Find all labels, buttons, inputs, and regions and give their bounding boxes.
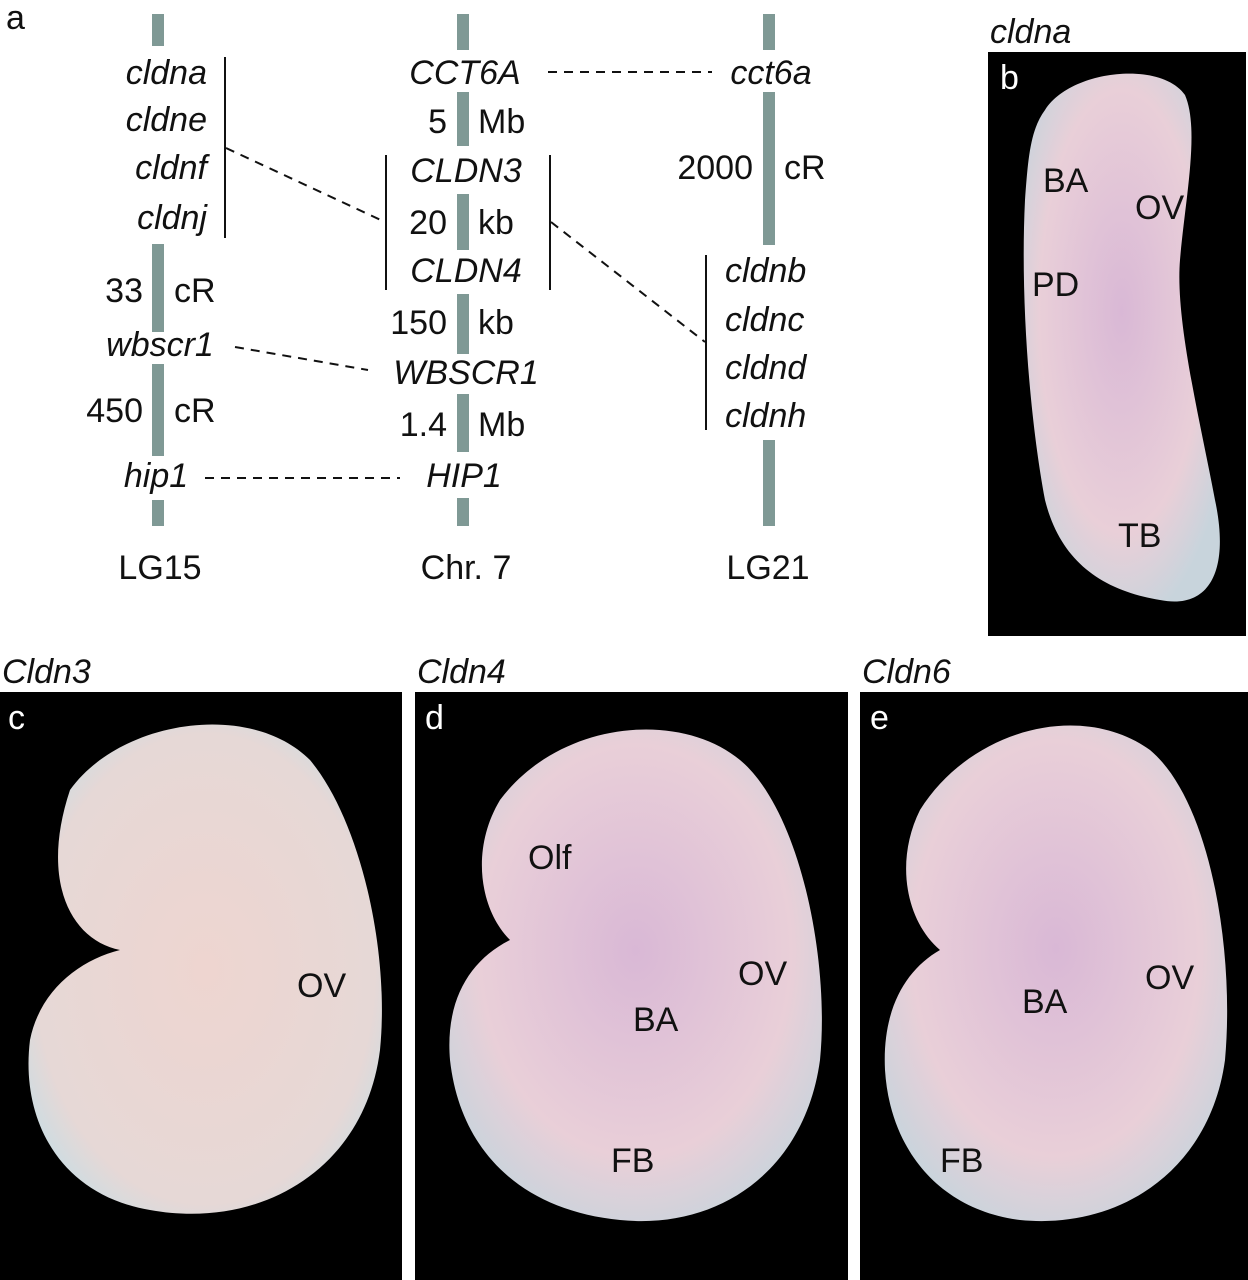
gene: cldne [126,101,207,139]
gene: cldna [126,54,207,92]
annotation: OV [738,955,787,993]
annotation: BA [1022,983,1068,1021]
unit: Mb [478,406,525,444]
unit: cR [174,392,216,430]
unit: cR [174,272,216,310]
bar [457,194,469,250]
gene: cldnj [137,199,208,237]
panel-b: cldna b BA OV PD TB [988,13,1246,636]
gene: hip1 [124,457,188,495]
annotation: OV [1135,189,1184,227]
embryo [449,729,822,1222]
annotation: BA [1043,162,1089,200]
annotation: FB [940,1142,983,1180]
unit: cR [784,149,826,187]
panel-c: Cldn3 c OV [0,653,402,1280]
bar [763,14,775,50]
link [550,221,706,343]
bar [457,394,469,452]
annotation: OV [1145,959,1194,997]
annotation: OV [297,967,346,1005]
distance: 150 [390,304,447,342]
bar [457,294,469,354]
annotation: TB [1118,517,1161,555]
panel-title: Cldn4 [417,653,506,691]
panel-e: Cldn6 e BA OV FB [860,653,1248,1280]
gene: CLDN3 [410,152,522,190]
embryo [1023,73,1220,602]
panel-label: c [8,699,25,737]
distance: 20 [409,204,447,242]
gene: cldnf [135,149,210,187]
distance: 450 [86,392,143,430]
bar [152,14,164,46]
panel-title: Cldn6 [862,653,951,691]
unit: kb [478,204,514,242]
panel-label: d [425,699,444,737]
panel-d: Cldn4 d Olf OV BA FB [415,653,848,1280]
gene: cldnh [725,397,806,435]
embryo [28,724,382,1214]
bar [763,440,775,526]
bar [152,364,164,456]
panel-a: a cldna cldne cldnf cldnj 33 cR wbscr1 4… [6,0,826,587]
panel-title: Cldn3 [2,653,91,691]
chromosome-name: LG21 [726,549,809,587]
annotation: Olf [528,839,572,877]
gene: cldnc [725,301,804,339]
bar [457,498,469,526]
bar [457,14,469,50]
embryo [884,725,1228,1222]
unit: Mb [478,103,525,141]
annotation: FB [611,1142,654,1180]
gene: CLDN4 [410,252,521,290]
panel-label: a [6,0,25,37]
bar [763,92,775,245]
gene: cldnd [725,349,807,387]
gene: HIP1 [426,457,502,495]
bar [152,500,164,526]
distance: 33 [105,272,143,310]
gene: cct6a [730,54,811,92]
panel-label: b [1000,59,1019,97]
gene: CCT6A [409,54,520,92]
gene: cldnb [725,252,806,290]
chromosome-bars [152,14,775,526]
unit: kb [478,304,514,342]
link [225,147,386,223]
panel-label: e [870,699,889,737]
link [234,346,369,371]
distance: 2000 [677,149,753,187]
bar [152,244,164,332]
distance: 1.4 [400,406,447,444]
gene: wbscr1 [106,326,214,364]
chromosome-name: Chr. 7 [421,549,512,587]
bar [457,92,469,146]
panel-title: cldna [990,13,1071,51]
annotation: PD [1032,266,1079,304]
gene: WBSCR1 [393,354,538,392]
chromosome-name: LG15 [118,549,201,587]
distance: 5 [428,103,447,141]
annotation: BA [633,1001,679,1039]
